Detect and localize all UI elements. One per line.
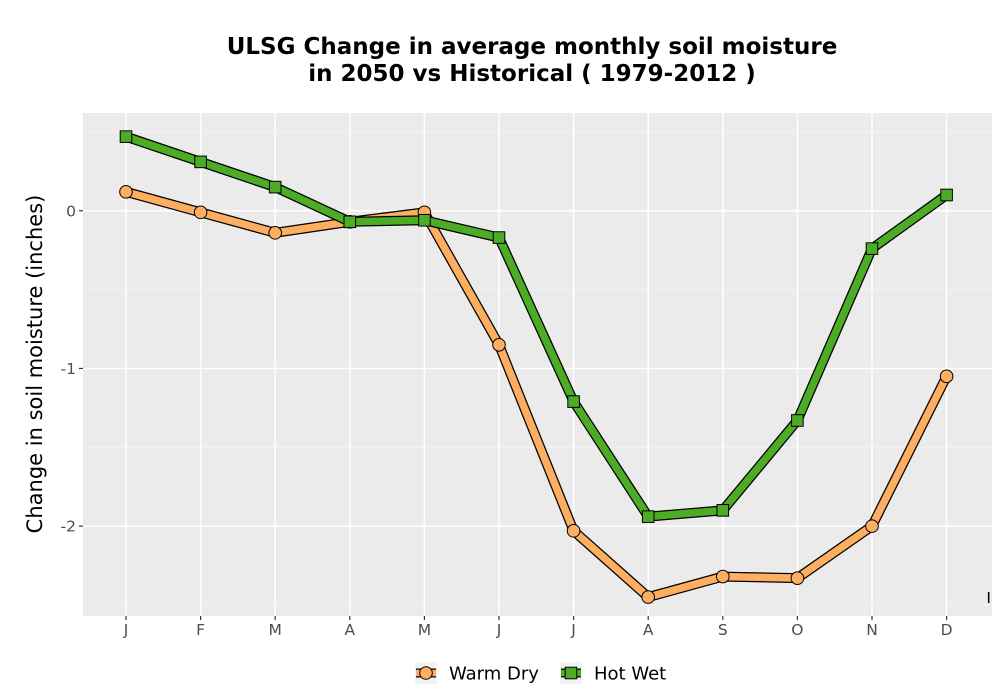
x-tick-label: J [570, 621, 576, 639]
legend-item-hot-wet: Hot Wet [560, 662, 666, 685]
plot-panel [83, 113, 992, 616]
data-point-hot-wet [343, 215, 357, 229]
data-point-hot-wet [940, 188, 953, 202]
x-tick-label: J [123, 621, 129, 639]
legend-label-warm-dry: Warm Dry [449, 664, 539, 685]
chart-title-line-2: in 2050 vs Historical ( 1979-2012 ) [308, 61, 755, 87]
data-point-warm-dry [492, 337, 506, 352]
x-tick-label: N [866, 621, 878, 639]
data-point-warm-dry [790, 571, 805, 585]
x-tick-label: J [496, 621, 502, 639]
x-tick-label: D [941, 621, 953, 639]
y-axis-label: Change in soil moisture (inches) [23, 195, 47, 534]
legend-item-warm-dry: Warm Dry [415, 662, 539, 685]
x-tick-label: S [718, 621, 728, 639]
axes: 0 -1 -2 J F M A M J J A S O N D [61, 202, 953, 639]
legend-key-circle [419, 666, 433, 680]
data-point-hot-wet [791, 414, 804, 427]
series-layer [119, 130, 954, 604]
data-point-warm-dry [268, 226, 283, 240]
x-tick-label: M [418, 621, 431, 639]
legend-key-square [564, 666, 578, 680]
y-tick-label: 0 [66, 202, 76, 220]
data-point-hot-wet [567, 395, 580, 408]
x-tick-label: A [344, 621, 355, 639]
data-point-hot-wet [641, 510, 655, 523]
data-point-warm-dry [716, 569, 730, 584]
data-point-hot-wet [492, 231, 506, 244]
data-point-warm-dry [939, 369, 954, 384]
x-tick-label: M [269, 621, 282, 639]
x-tick-label: O [791, 621, 803, 639]
data-point-warm-dry [193, 205, 208, 220]
edge-mark: I [986, 589, 991, 607]
data-point-hot-wet [268, 180, 282, 194]
chart-title-line-1: ULSG Change in average monthly soil mois… [227, 34, 838, 60]
y-tick-label: -2 [61, 518, 76, 536]
series-line-warm-dry [122, 188, 951, 601]
x-tick-label: F [196, 621, 205, 639]
legend: Warm Dry Hot Wet [415, 662, 666, 685]
data-point-warm-dry [566, 524, 581, 538]
data-point-warm-dry [119, 185, 133, 199]
y-tick-label: -1 [61, 360, 76, 378]
data-point-warm-dry [641, 590, 656, 604]
series-line-hot-wet [122, 132, 951, 521]
x-tick-label: A [643, 621, 654, 639]
data-point-hot-wet [119, 130, 133, 143]
data-point-hot-wet [418, 213, 431, 227]
legend-label-hot-wet: Hot Wet [594, 664, 666, 685]
data-point-hot-wet [194, 155, 207, 169]
data-point-hot-wet [865, 242, 879, 255]
data-point-hot-wet [716, 504, 730, 517]
data-point-warm-dry [865, 519, 879, 533]
